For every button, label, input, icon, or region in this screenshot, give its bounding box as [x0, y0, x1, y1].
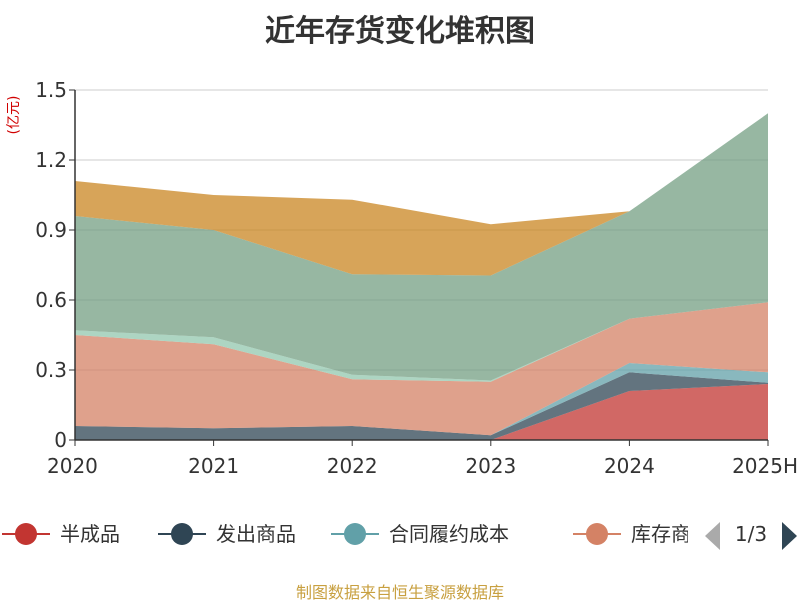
legend-label[interactable]: 合同履约成本 — [389, 522, 509, 546]
legend[interactable]: 半成品 发出商品 合同履约成本 库存商 1/3 — [2, 522, 797, 550]
y-tick-label: 0.9 — [35, 218, 67, 242]
legend-label[interactable]: 库存商 — [631, 522, 691, 546]
y-tick-label: 0.3 — [35, 358, 67, 382]
y-tick-label: 0 — [54, 428, 67, 452]
y-tick-label: 0.6 — [35, 288, 67, 312]
legend-item[interactable]: 合同履约成本 — [331, 522, 509, 546]
source-note: 制图数据来自恒生聚源数据库 — [295, 583, 504, 602]
legend-item[interactable]: 半成品 — [2, 522, 120, 546]
x-tick-label: 2020 — [47, 454, 98, 478]
x-tick-label: 2024 — [604, 454, 655, 478]
y-tick-label: 1.2 — [35, 148, 67, 172]
legend-marker — [586, 523, 608, 545]
axis-layer: 0 0.3 0.6 0.9 1.2 1.5 (亿元) 2020 2021 2022 2023 2024… — [6, 78, 798, 478]
area-series-3 — [75, 302, 768, 436]
y-unit-label: (亿元) — [6, 96, 22, 135]
x-tick-label: 2023 — [465, 454, 516, 478]
legend-label[interactable]: 发出商品 — [216, 522, 296, 546]
area-series-2 — [75, 363, 768, 436]
legend-next-icon[interactable] — [782, 522, 797, 550]
legend-marker — [344, 523, 366, 545]
x-tick-label: 2025H — [732, 454, 798, 478]
area-series-4 — [75, 302, 768, 382]
y-tick-label: 1.5 — [35, 78, 67, 102]
area-layer — [75, 113, 768, 440]
legend-page-indicator: 1/3 — [735, 522, 767, 546]
legend-items: 半成品 发出商品 合同履约成本 库存商 — [2, 522, 691, 546]
area-series-1 — [75, 372, 768, 440]
legend-item[interactable]: 发出商品 — [158, 522, 296, 546]
legend-prev-icon[interactable] — [705, 522, 720, 550]
area-series-0 — [75, 384, 768, 440]
area-series-5 — [75, 113, 768, 381]
legend-marker — [171, 523, 193, 545]
legend-item[interactable]: 库存商 — [573, 522, 691, 546]
x-tick-label: 2022 — [327, 454, 378, 478]
legend-marker — [15, 523, 37, 545]
x-tick-label: 2021 — [188, 454, 239, 478]
area-series-6 — [75, 113, 768, 276]
chart-title: 近年存货变化堆积图 — [265, 14, 535, 49]
legend-label[interactable]: 半成品 — [60, 522, 120, 546]
